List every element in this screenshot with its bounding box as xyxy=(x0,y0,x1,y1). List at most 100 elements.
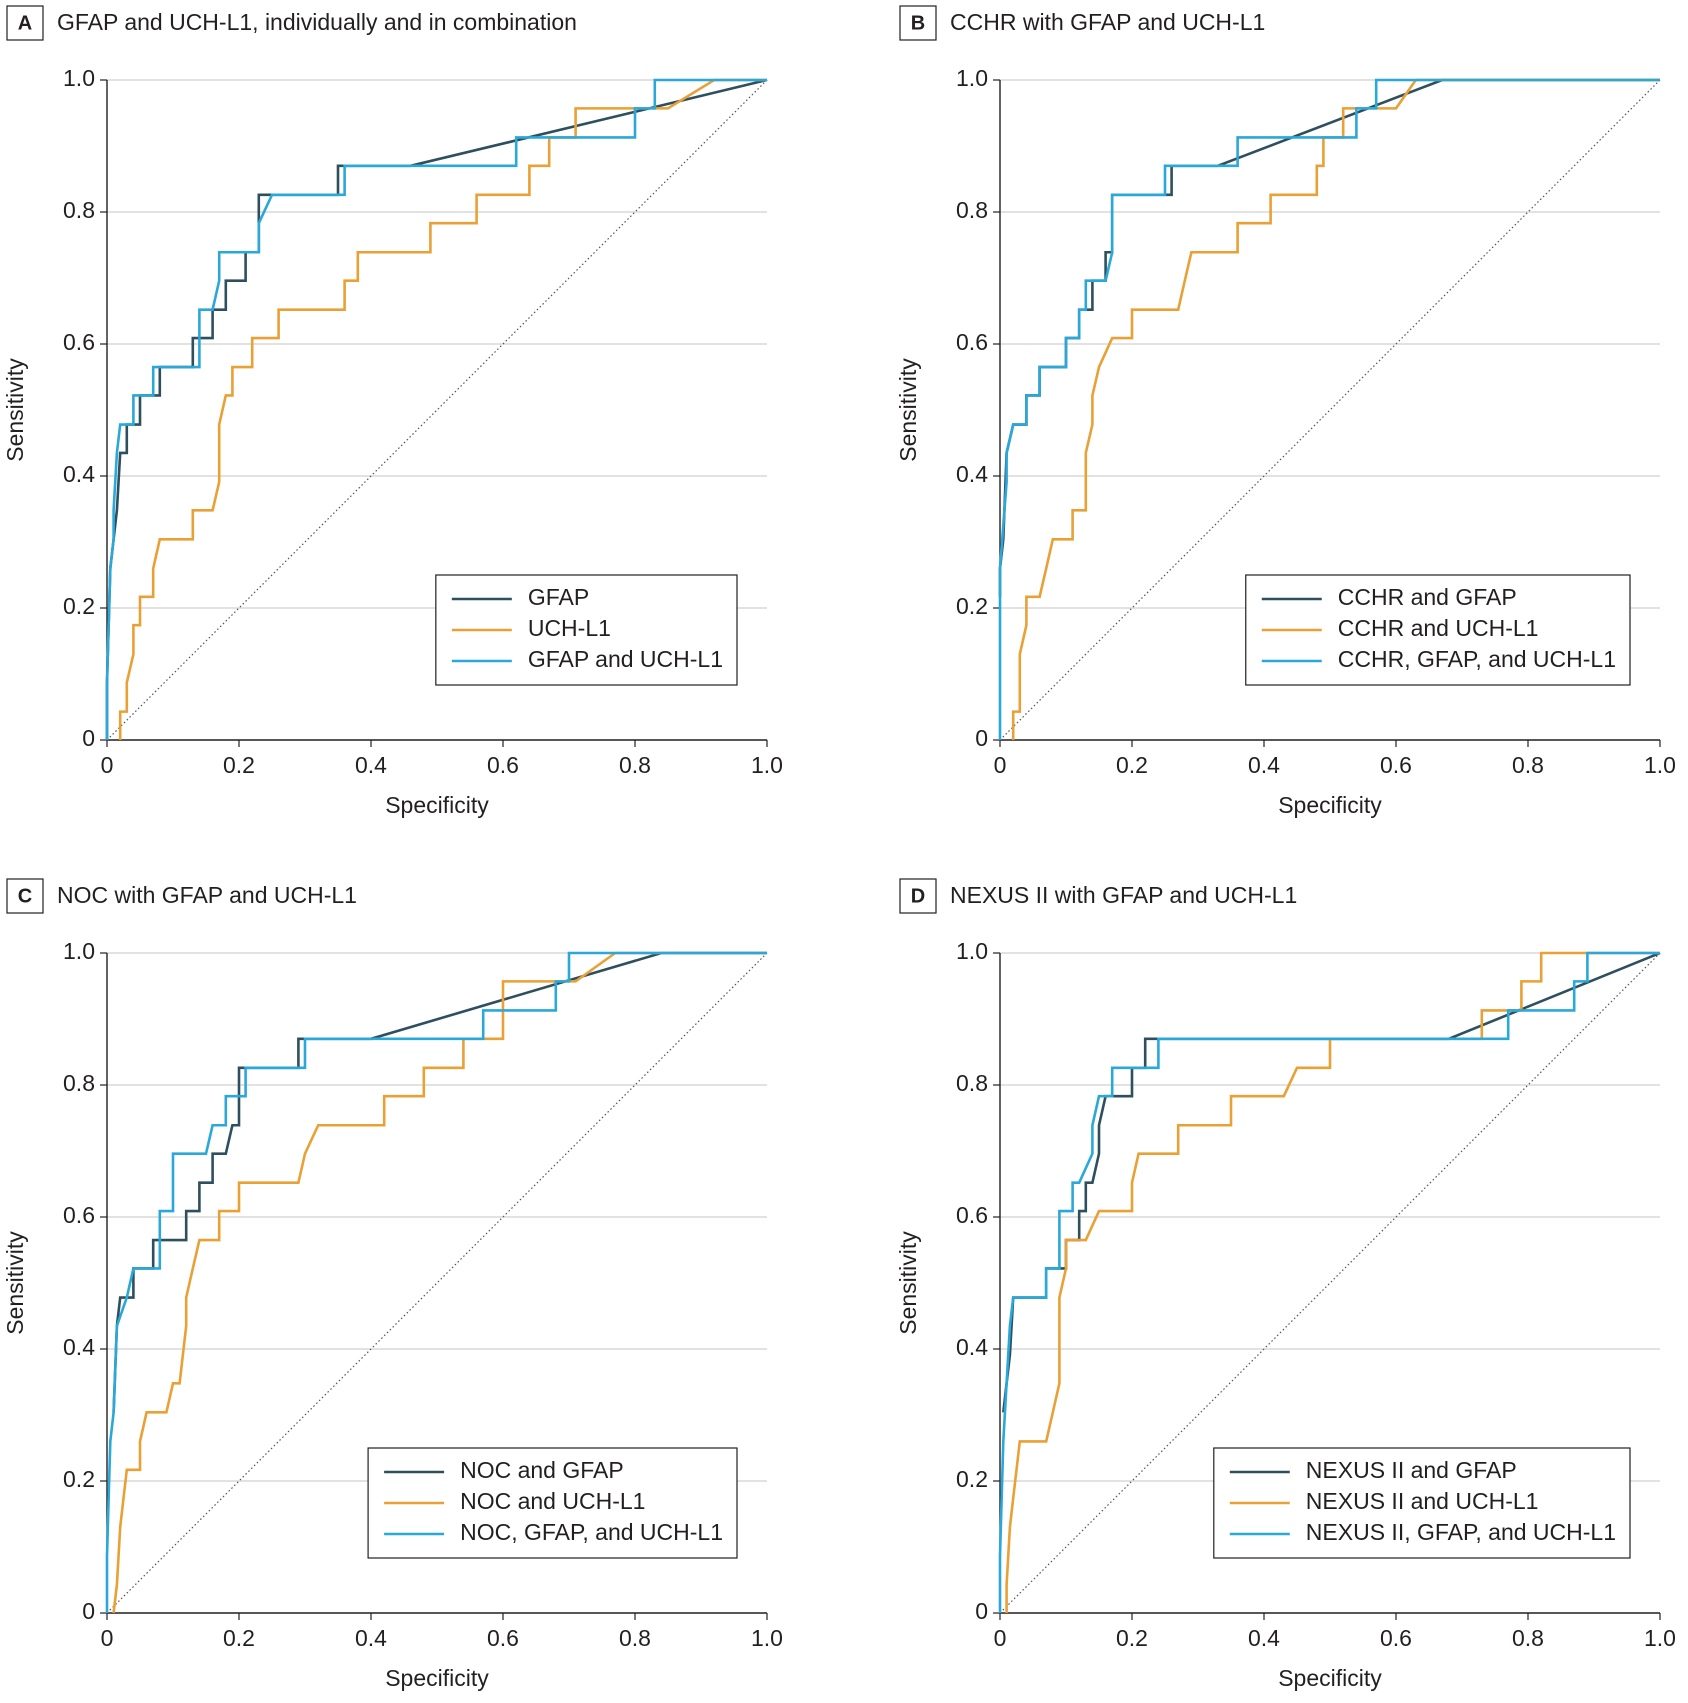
x-tick-label: 0.4 xyxy=(1248,752,1280,778)
y-tick-label: 0.8 xyxy=(956,197,988,223)
y-tick-label: 0 xyxy=(975,1598,988,1624)
roc-curve xyxy=(1011,78,1660,740)
panel-letter-box xyxy=(899,878,937,914)
legend-label: GFAP xyxy=(528,584,589,610)
roc-curve xyxy=(112,951,767,1614)
roc-curve xyxy=(105,78,767,740)
legend-label: GFAP and UCH-L1 xyxy=(528,646,723,672)
y-tick-label: 0.6 xyxy=(63,1202,95,1228)
y-tick-label: 0.8 xyxy=(63,1070,95,1096)
y-tick-label: 0.2 xyxy=(63,1466,95,1492)
x-axis-label: Specificity xyxy=(385,1665,489,1691)
panel: C NOC with GFAP and UCH-L1 0 0.2 0.4 0.6 0.8 1.… xyxy=(2,878,783,1691)
panel-title: NEXUS II with GFAP and UCH-L1 xyxy=(950,882,1297,908)
y-axis-label: Sensitivity xyxy=(2,358,28,462)
x-tick-label: 0.4 xyxy=(355,752,387,778)
x-axis-label: Specificity xyxy=(385,792,489,818)
roc-curve xyxy=(105,951,767,1613)
y-tick-label: 0.4 xyxy=(63,1334,95,1360)
roc-curve xyxy=(112,951,767,1413)
x-tick-label: 0.2 xyxy=(1116,752,1148,778)
x-tick-label: 0.8 xyxy=(1512,1625,1544,1651)
x-tick-label: 0.2 xyxy=(223,752,255,778)
legend-label: NEXUS II, GFAP, and UCH-L1 xyxy=(1306,1519,1616,1545)
roc-curve xyxy=(105,78,768,740)
x-tick-label: 0.4 xyxy=(355,1625,387,1651)
legend-label: NEXUS II and UCH-L1 xyxy=(1306,1488,1539,1514)
x-tick-label: 0.6 xyxy=(487,1625,519,1651)
y-tick-label: 0.2 xyxy=(956,1466,988,1492)
legend-label: NOC and UCH-L1 xyxy=(460,1488,645,1514)
roc-curve xyxy=(998,951,1660,1613)
panel-letter: A xyxy=(18,12,32,34)
x-tick-label: 1.0 xyxy=(1644,1625,1676,1651)
y-tick-label: 0 xyxy=(82,1598,95,1624)
legend-label: CCHR, GFAP, and UCH-L1 xyxy=(1338,646,1616,672)
legend: GFAP UCH-L1 GFAP and UCH-L1 xyxy=(435,574,738,686)
y-axis-label: Sensitivity xyxy=(895,358,921,462)
x-tick-label: 1.0 xyxy=(751,752,783,778)
legend-label: CCHR and GFAP xyxy=(1338,584,1517,610)
y-tick-label: 0.4 xyxy=(956,461,988,487)
y-axis-label: Sensitivity xyxy=(2,1231,28,1335)
y-tick-label: 0.6 xyxy=(956,329,988,355)
roc-curve xyxy=(998,78,1660,740)
panel: D NEXUS II with GFAP and UCH-L1 0 0.2 0.4 0.6… xyxy=(895,878,1676,1691)
x-tick-label: 1.0 xyxy=(751,1625,783,1651)
y-tick-label: 0.6 xyxy=(63,329,95,355)
legend-label: CCHR and UCH-L1 xyxy=(1338,615,1539,641)
y-tick-label: 1.0 xyxy=(956,938,988,964)
legend: NOC and GFAP NOC and UCH-L1 NOC, GFAP, and… xyxy=(367,1447,738,1559)
x-axis-label: Specificity xyxy=(1278,1665,1382,1691)
x-tick-label: 0.6 xyxy=(1380,1625,1412,1651)
panel-letter-box xyxy=(6,5,44,41)
y-tick-label: 1.0 xyxy=(956,65,988,91)
x-tick-label: 0.8 xyxy=(619,1625,651,1651)
legend-label: UCH-L1 xyxy=(528,615,611,641)
panel-title: NOC with GFAP and UCH-L1 xyxy=(57,882,357,908)
x-tick-label: 1.0 xyxy=(1644,752,1676,778)
roc-curve xyxy=(998,78,1660,597)
legend: CCHR and GFAP CCHR and UCH-L1 CCHR, GFAP, … xyxy=(1245,574,1631,686)
roc-curve xyxy=(118,78,767,740)
x-tick-label: 0 xyxy=(101,1625,114,1651)
x-tick-label: 0 xyxy=(994,1625,1007,1651)
panel-title: GFAP and UCH-L1, individually and in com… xyxy=(57,9,577,35)
y-axis-label: Sensitivity xyxy=(895,1231,921,1335)
y-tick-label: 1.0 xyxy=(63,65,95,91)
roc-curve xyxy=(1002,951,1661,1413)
x-tick-label: 0.2 xyxy=(223,1625,255,1651)
legend-label: NEXUS II and GFAP xyxy=(1306,1457,1517,1483)
y-tick-label: 0 xyxy=(82,725,95,751)
x-tick-label: 0.8 xyxy=(1512,752,1544,778)
panel-letter-box xyxy=(899,5,937,41)
panel-title: CCHR with GFAP and UCH-L1 xyxy=(950,9,1265,35)
legend-label: NOC, GFAP, and UCH-L1 xyxy=(460,1519,723,1545)
panel-letter: D xyxy=(911,885,925,907)
x-axis-label: Specificity xyxy=(1278,792,1382,818)
panel-letter-box xyxy=(6,878,44,914)
y-tick-label: 0.4 xyxy=(63,461,95,487)
x-tick-label: 0 xyxy=(994,752,1007,778)
x-tick-label: 0.6 xyxy=(487,752,519,778)
y-tick-label: 0.8 xyxy=(956,1070,988,1096)
x-tick-label: 0.4 xyxy=(1248,1625,1280,1651)
x-tick-label: 0.6 xyxy=(1380,752,1412,778)
x-tick-label: 0.8 xyxy=(619,752,651,778)
legend-label: NOC and GFAP xyxy=(460,1457,624,1483)
y-tick-label: 0.4 xyxy=(956,1334,988,1360)
y-tick-label: 1.0 xyxy=(63,938,95,964)
panel: B CCHR with GFAP and UCH-L1 0 0.2 0.4 0.6 0.8 1… xyxy=(895,5,1676,818)
y-tick-label: 0.2 xyxy=(63,593,95,619)
y-tick-label: 0.6 xyxy=(956,1202,988,1228)
panel: A GFAP and UCH-L1, individually and in co… xyxy=(2,5,783,818)
y-tick-label: 0.2 xyxy=(956,593,988,619)
y-tick-label: 0.8 xyxy=(63,197,95,223)
y-tick-label: 0 xyxy=(975,725,988,751)
x-tick-label: 0.2 xyxy=(1116,1625,1148,1651)
panel-letter: C xyxy=(18,885,32,907)
panel-letter: B xyxy=(911,12,925,34)
legend: NEXUS II and GFAP NEXUS II and UCH-L1 NEXU… xyxy=(1213,1447,1631,1559)
